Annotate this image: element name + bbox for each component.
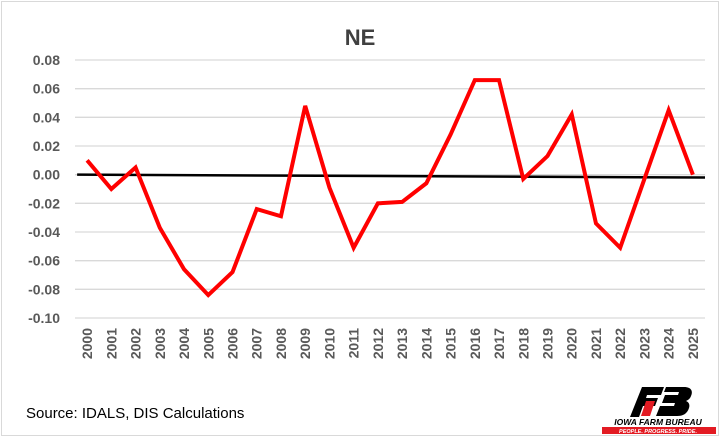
x-tick-label: 2013 <box>394 328 410 359</box>
x-tick-label: 2024 <box>661 328 677 359</box>
source-note: Source: IDALS, DIS Calculations <box>26 405 245 422</box>
svg-text:PEOPLE. PROGRESS. PRIDE.: PEOPLE. PROGRESS. PRIDE. <box>619 429 697 435</box>
x-tick-label: 2005 <box>200 328 216 359</box>
x-tick-label: 2002 <box>128 328 144 359</box>
x-tick-label: 2004 <box>176 328 192 359</box>
x-tick-label: 2015 <box>443 328 459 359</box>
x-tick-label: 2023 <box>636 328 652 359</box>
x-tick-label: 2012 <box>370 328 386 359</box>
chart-title: NE <box>345 25 376 50</box>
y-tick-label: -0.10 <box>28 310 60 326</box>
zero-reference-line <box>77 173 706 179</box>
x-tick-label: 2017 <box>491 328 507 359</box>
y-tick-label: 0.08 <box>33 52 60 68</box>
x-tick-label: 2006 <box>225 328 241 359</box>
x-tick-label: 2008 <box>273 328 289 359</box>
x-tick-label: 2019 <box>540 328 556 359</box>
y-tick-label: 0.02 <box>33 138 60 154</box>
y-tick-label: 0.00 <box>33 167 60 183</box>
x-tick-label: 2021 <box>588 328 604 359</box>
x-tick-label: 2020 <box>564 328 580 359</box>
x-tick-label: 2010 <box>321 328 337 359</box>
x-tick-label: 2001 <box>103 328 119 359</box>
series-line-ne <box>85 78 695 298</box>
x-tick-label: 2018 <box>515 328 531 359</box>
iowa-farm-bureau-logo: IOWA FARM BUREAU PEOPLE. PROGRESS. PRIDE… <box>602 387 716 435</box>
x-tick-label: 2007 <box>249 328 265 359</box>
x-tick-label: 2022 <box>612 328 628 359</box>
x-tick-label: 2009 <box>297 328 313 359</box>
y-tick-label: 0.04 <box>33 109 60 125</box>
y-tick-label: -0.04 <box>28 224 60 240</box>
x-tick-label: 2025 <box>685 328 701 359</box>
x-tick-label: 2003 <box>152 328 168 359</box>
x-tick-label: 2011 <box>346 328 362 359</box>
x-tick-label: 2016 <box>467 328 483 359</box>
y-tick-label: -0.02 <box>28 195 60 211</box>
y-tick-label: -0.06 <box>28 253 60 269</box>
x-tick-label: 2014 <box>418 328 434 359</box>
x-tick-label: 2000 <box>79 328 95 359</box>
y-tick-label: 0.06 <box>33 81 60 97</box>
y-tick-label: -0.08 <box>28 281 60 297</box>
svg-text:IOWA FARM BUREAU: IOWA FARM BUREAU <box>614 417 702 427</box>
